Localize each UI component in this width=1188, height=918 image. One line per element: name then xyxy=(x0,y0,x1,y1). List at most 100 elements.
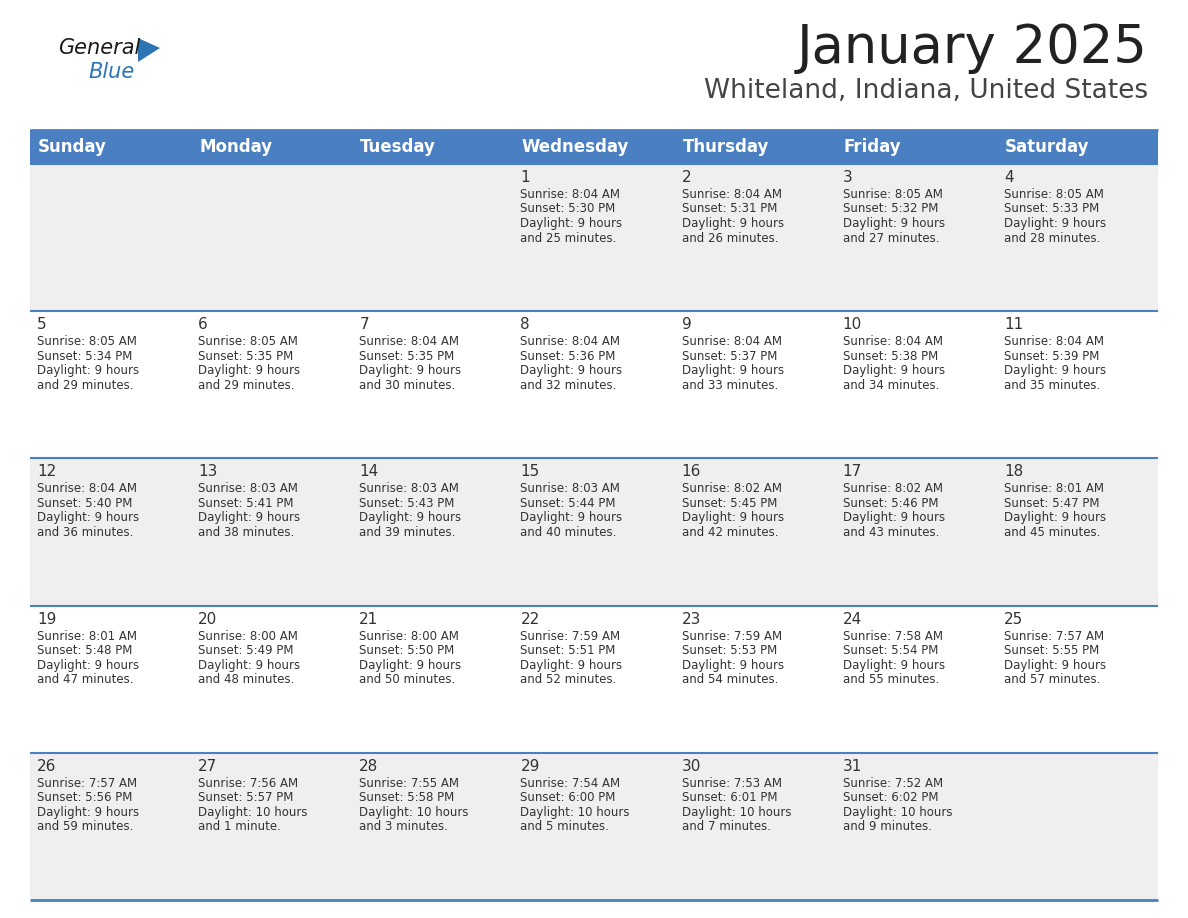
Text: Friday: Friday xyxy=(843,138,902,156)
Text: 10: 10 xyxy=(842,318,862,332)
Text: and 25 minutes.: and 25 minutes. xyxy=(520,231,617,244)
Text: 2: 2 xyxy=(682,170,691,185)
Text: Sunset: 5:53 PM: Sunset: 5:53 PM xyxy=(682,644,777,657)
Text: Sunrise: 7:58 AM: Sunrise: 7:58 AM xyxy=(842,630,943,643)
Text: Sunset: 5:32 PM: Sunset: 5:32 PM xyxy=(842,203,939,216)
Text: 12: 12 xyxy=(37,465,56,479)
Text: Sunrise: 8:03 AM: Sunrise: 8:03 AM xyxy=(520,482,620,496)
Text: Sunset: 5:39 PM: Sunset: 5:39 PM xyxy=(1004,350,1099,363)
Text: Daylight: 9 hours: Daylight: 9 hours xyxy=(37,511,139,524)
Text: 20: 20 xyxy=(198,611,217,627)
Text: and 32 minutes.: and 32 minutes. xyxy=(520,379,617,392)
Text: 24: 24 xyxy=(842,611,862,627)
Text: Daylight: 9 hours: Daylight: 9 hours xyxy=(37,364,139,377)
Text: Sunrise: 8:04 AM: Sunrise: 8:04 AM xyxy=(37,482,137,496)
Text: Sunset: 5:58 PM: Sunset: 5:58 PM xyxy=(359,791,455,804)
Text: 4: 4 xyxy=(1004,170,1013,185)
Text: and 39 minutes.: and 39 minutes. xyxy=(359,526,456,539)
Text: Sunrise: 8:04 AM: Sunrise: 8:04 AM xyxy=(682,188,782,201)
Text: and 34 minutes.: and 34 minutes. xyxy=(842,379,939,392)
Text: Daylight: 10 hours: Daylight: 10 hours xyxy=(520,806,630,819)
Text: Sunrise: 8:04 AM: Sunrise: 8:04 AM xyxy=(1004,335,1104,348)
Text: Sunrise: 7:57 AM: Sunrise: 7:57 AM xyxy=(1004,630,1104,643)
Text: Daylight: 9 hours: Daylight: 9 hours xyxy=(359,511,461,524)
Text: Sunrise: 8:05 AM: Sunrise: 8:05 AM xyxy=(1004,188,1104,201)
Text: Sunrise: 7:55 AM: Sunrise: 7:55 AM xyxy=(359,777,460,789)
Text: Sunrise: 7:56 AM: Sunrise: 7:56 AM xyxy=(198,777,298,789)
Text: Sunset: 5:56 PM: Sunset: 5:56 PM xyxy=(37,791,132,804)
Text: and 50 minutes.: and 50 minutes. xyxy=(359,673,455,686)
Text: Sunset: 5:35 PM: Sunset: 5:35 PM xyxy=(359,350,455,363)
Text: Sunrise: 8:01 AM: Sunrise: 8:01 AM xyxy=(1004,482,1104,496)
Text: 22: 22 xyxy=(520,611,539,627)
Text: Daylight: 10 hours: Daylight: 10 hours xyxy=(198,806,308,819)
Text: Sunrise: 7:59 AM: Sunrise: 7:59 AM xyxy=(682,630,782,643)
Text: Sunset: 5:54 PM: Sunset: 5:54 PM xyxy=(842,644,939,657)
Text: Daylight: 9 hours: Daylight: 9 hours xyxy=(1004,217,1106,230)
Text: and 1 minute.: and 1 minute. xyxy=(198,821,282,834)
Text: Daylight: 9 hours: Daylight: 9 hours xyxy=(520,364,623,377)
Text: Daylight: 9 hours: Daylight: 9 hours xyxy=(1004,511,1106,524)
FancyBboxPatch shape xyxy=(30,311,1158,458)
Text: 8: 8 xyxy=(520,318,530,332)
Text: Sunrise: 7:57 AM: Sunrise: 7:57 AM xyxy=(37,777,137,789)
Text: Sunset: 5:41 PM: Sunset: 5:41 PM xyxy=(198,497,293,509)
Text: Sunset: 6:01 PM: Sunset: 6:01 PM xyxy=(682,791,777,804)
Text: Sunrise: 8:00 AM: Sunrise: 8:00 AM xyxy=(359,630,459,643)
Text: Sunrise: 8:04 AM: Sunrise: 8:04 AM xyxy=(520,335,620,348)
Text: and 54 minutes.: and 54 minutes. xyxy=(682,673,778,686)
Text: 25: 25 xyxy=(1004,611,1023,627)
Text: Monday: Monday xyxy=(200,138,272,156)
Text: General: General xyxy=(58,38,140,58)
Text: and 35 minutes.: and 35 minutes. xyxy=(1004,379,1100,392)
Text: Sunset: 5:33 PM: Sunset: 5:33 PM xyxy=(1004,203,1099,216)
Text: and 52 minutes.: and 52 minutes. xyxy=(520,673,617,686)
Text: Whiteland, Indiana, United States: Whiteland, Indiana, United States xyxy=(703,78,1148,104)
Text: Sunset: 5:46 PM: Sunset: 5:46 PM xyxy=(842,497,939,509)
FancyBboxPatch shape xyxy=(30,606,1158,753)
Text: 26: 26 xyxy=(37,759,56,774)
Text: and 7 minutes.: and 7 minutes. xyxy=(682,821,771,834)
Text: Sunset: 5:47 PM: Sunset: 5:47 PM xyxy=(1004,497,1099,509)
Text: and 5 minutes.: and 5 minutes. xyxy=(520,821,609,834)
Text: Sunset: 5:34 PM: Sunset: 5:34 PM xyxy=(37,350,132,363)
Text: Daylight: 10 hours: Daylight: 10 hours xyxy=(359,806,469,819)
Text: 16: 16 xyxy=(682,465,701,479)
Text: Sunset: 6:02 PM: Sunset: 6:02 PM xyxy=(842,791,939,804)
Text: 1: 1 xyxy=(520,170,530,185)
Text: 27: 27 xyxy=(198,759,217,774)
Text: 13: 13 xyxy=(198,465,217,479)
Text: and 26 minutes.: and 26 minutes. xyxy=(682,231,778,244)
Text: Daylight: 9 hours: Daylight: 9 hours xyxy=(1004,364,1106,377)
Text: Sunrise: 8:02 AM: Sunrise: 8:02 AM xyxy=(682,482,782,496)
Text: Daylight: 9 hours: Daylight: 9 hours xyxy=(198,364,301,377)
Text: Sunrise: 7:53 AM: Sunrise: 7:53 AM xyxy=(682,777,782,789)
Text: Sunrise: 8:04 AM: Sunrise: 8:04 AM xyxy=(359,335,460,348)
Text: Sunrise: 7:52 AM: Sunrise: 7:52 AM xyxy=(842,777,943,789)
Text: 14: 14 xyxy=(359,465,379,479)
Text: Daylight: 9 hours: Daylight: 9 hours xyxy=(359,364,461,377)
Text: 21: 21 xyxy=(359,611,379,627)
Text: Sunset: 5:57 PM: Sunset: 5:57 PM xyxy=(198,791,293,804)
Text: Sunrise: 8:04 AM: Sunrise: 8:04 AM xyxy=(682,335,782,348)
Text: and 47 minutes.: and 47 minutes. xyxy=(37,673,133,686)
Text: Sunset: 5:30 PM: Sunset: 5:30 PM xyxy=(520,203,615,216)
Text: Saturday: Saturday xyxy=(1005,138,1089,156)
Text: 6: 6 xyxy=(198,318,208,332)
Text: 15: 15 xyxy=(520,465,539,479)
Text: Daylight: 9 hours: Daylight: 9 hours xyxy=(682,364,784,377)
Text: Thursday: Thursday xyxy=(683,138,769,156)
Text: Sunset: 5:35 PM: Sunset: 5:35 PM xyxy=(198,350,293,363)
Text: Sunrise: 8:03 AM: Sunrise: 8:03 AM xyxy=(359,482,459,496)
Text: and 27 minutes.: and 27 minutes. xyxy=(842,231,940,244)
Text: 30: 30 xyxy=(682,759,701,774)
Text: Daylight: 9 hours: Daylight: 9 hours xyxy=(37,658,139,672)
Text: Daylight: 9 hours: Daylight: 9 hours xyxy=(520,511,623,524)
Text: Daylight: 9 hours: Daylight: 9 hours xyxy=(682,658,784,672)
Text: Sunrise: 8:01 AM: Sunrise: 8:01 AM xyxy=(37,630,137,643)
Text: Sunset: 5:37 PM: Sunset: 5:37 PM xyxy=(682,350,777,363)
Text: and 45 minutes.: and 45 minutes. xyxy=(1004,526,1100,539)
Text: 31: 31 xyxy=(842,759,862,774)
Text: Daylight: 9 hours: Daylight: 9 hours xyxy=(682,217,784,230)
Text: and 29 minutes.: and 29 minutes. xyxy=(198,379,295,392)
